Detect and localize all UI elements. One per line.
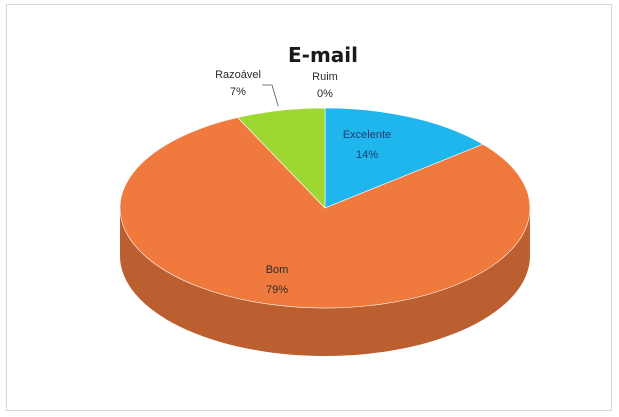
label-bom-value: 79% xyxy=(266,284,288,296)
label-razoavel-value: 7% xyxy=(230,86,246,98)
label-bom-name: Bom xyxy=(266,264,289,276)
label-ruim-value: 0% xyxy=(317,88,333,100)
pie-slice-razoavel xyxy=(237,107,326,209)
pie-sides xyxy=(120,208,530,356)
label-razoavel-name: Razoável xyxy=(215,69,261,81)
label-ruim-name: Ruim xyxy=(312,71,338,83)
leader-lines xyxy=(262,84,279,107)
pie-side-bom xyxy=(120,208,530,356)
pie-tops xyxy=(119,107,531,309)
leader-line-razoavel xyxy=(262,84,279,107)
pie-slice-bom xyxy=(119,117,531,309)
label-excelente-value: 14% xyxy=(356,149,378,161)
label-excelente-name: Excelente xyxy=(343,129,391,141)
pie-slice-excelente xyxy=(324,107,484,209)
chart-title: E-mail xyxy=(288,43,358,67)
